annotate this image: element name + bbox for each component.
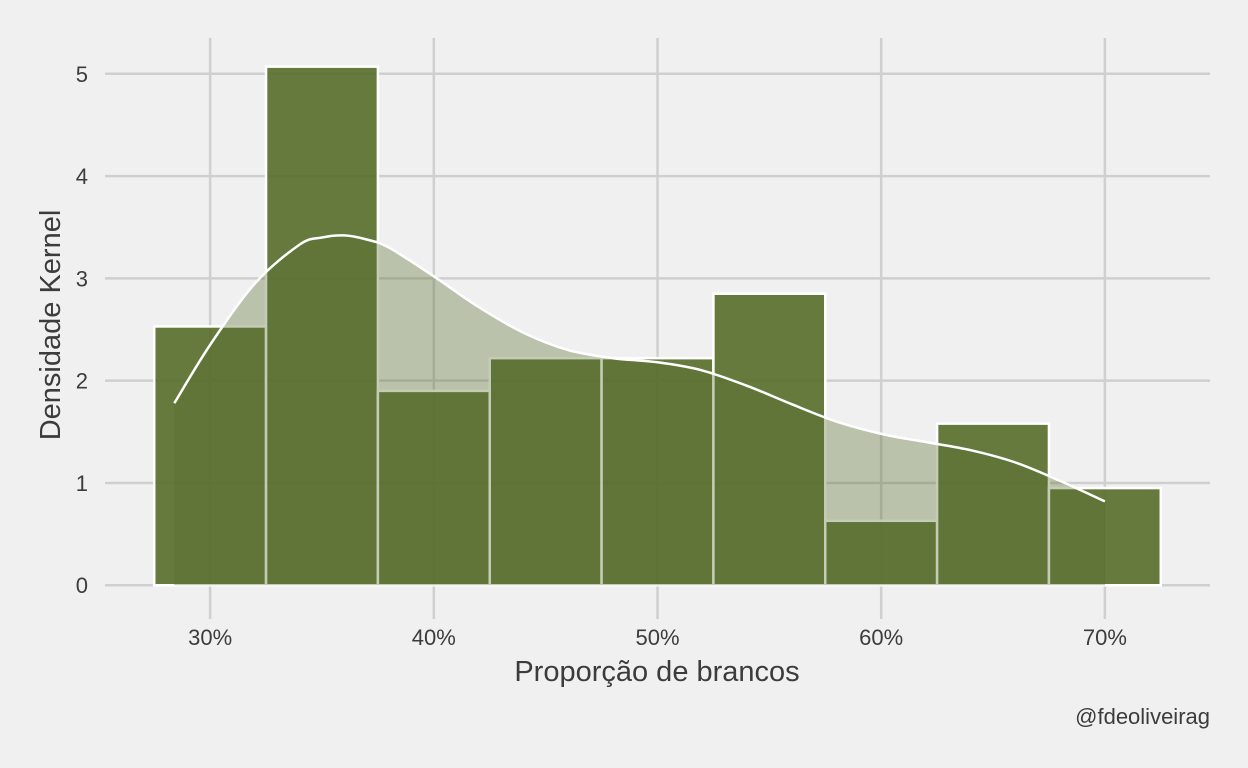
histogram-bar-8 [1047,486,1163,587]
histogram-bar-3 [488,356,603,587]
y-tick-label-2: 2 [76,369,88,394]
caption-credit: @fdeoliveirag [1075,704,1210,729]
kde-area [174,235,1105,586]
histogram-bars [152,65,1163,587]
y-tick-label-5: 5 [76,62,88,87]
x-tick-label-1: 40% [412,625,456,650]
histogram-bar-6 [824,519,939,587]
x-axis-title: Proporção de brancos [514,656,799,688]
kde-layer [173,234,1106,586]
histogram-bar-4 [600,356,715,587]
y-axis-ticks: 0 1 2 3 4 5 [76,62,88,598]
x-tick-label-4: 70% [1083,625,1127,650]
y-tick-label-1: 1 [76,471,88,496]
kde-line [173,234,1106,503]
histogram-bar-0 [152,325,268,587]
x-axis-ticks: 30% 40% 50% 60% 70% [188,625,1127,650]
y-tick-label-4: 4 [76,164,88,189]
histogram-bar-5 [712,292,827,587]
histogram-bar-1 [264,65,380,587]
y-tick-label-0: 0 [76,573,88,598]
x-tick-label-2: 50% [635,625,679,650]
y-tick-label-3: 3 [76,266,88,291]
x-tick-label-3: 60% [859,625,903,650]
x-tick-label-0: 30% [188,625,232,650]
y-axis-title: Densidade Kernel [35,210,67,441]
